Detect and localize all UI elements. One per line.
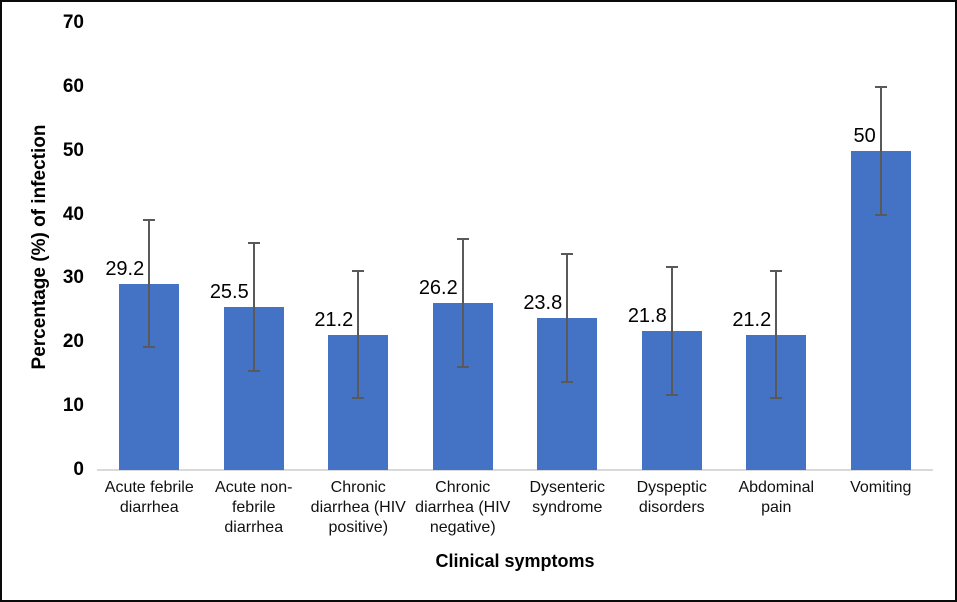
y-tick-label: 60: [62, 75, 84, 97]
error-bar-cap-top: [456, 237, 469, 240]
error-bar: [566, 254, 569, 382]
error-bar: [879, 86, 882, 215]
error-bar: [148, 219, 151, 348]
data-label: 50: [853, 124, 876, 147]
error-bar-cap-top: [352, 269, 365, 272]
error-bar-cap-top: [874, 85, 887, 88]
error-bar: [461, 238, 464, 367]
data-label: 26.2: [418, 276, 458, 299]
error-bar: [670, 266, 673, 395]
y-tick-label: 70: [62, 12, 84, 33]
category-label: Chronic diarrhea (HIV negative): [415, 479, 511, 536]
error-bar-cap-top: [770, 269, 783, 272]
x-axis-title: Clinical symptoms: [435, 551, 595, 571]
error-bar-cap-top: [561, 253, 574, 256]
error-bar: [775, 270, 778, 399]
error-bar-cap-top: [143, 218, 156, 221]
y-tick-label: 50: [62, 139, 84, 161]
data-label: 25.5: [209, 281, 249, 304]
error-bar-cap-bottom: [770, 397, 783, 400]
data-label: 21.8: [627, 304, 667, 327]
data-label: 21.2: [732, 308, 772, 331]
y-tick-label: 20: [62, 331, 84, 353]
category-label: Vomiting: [850, 479, 912, 496]
category-label: Dyspeptic disorders: [636, 479, 707, 516]
category-label: Dysenteric syndrome: [529, 479, 606, 516]
category-label: Chronic diarrhea (HIV positive): [310, 479, 406, 536]
category-label: Abdominal pain: [738, 479, 815, 516]
x-axis-line: [97, 469, 933, 471]
y-tick-label: 40: [62, 203, 84, 225]
y-tick-label: 30: [62, 267, 84, 289]
error-bar: [252, 243, 255, 371]
data-label: 23.8: [523, 292, 563, 315]
data-label: 21.2: [314, 308, 354, 331]
error-bar-cap-bottom: [665, 393, 678, 396]
error-bar: [357, 270, 360, 399]
y-tick-label: 10: [62, 395, 84, 417]
y-tick-label: 0: [73, 459, 84, 480]
error-bar-cap-bottom: [456, 365, 469, 368]
error-bar-cap-bottom: [561, 380, 574, 383]
category-label: Acute non- febrile diarrhea: [215, 479, 293, 536]
error-bar-cap-bottom: [874, 213, 887, 216]
category-label: Acute febrile diarrhea: [104, 479, 194, 516]
error-bar-cap-bottom: [143, 346, 156, 349]
error-bar-cap-bottom: [352, 397, 365, 400]
data-label: 29.2: [105, 257, 145, 280]
error-bar-cap-top: [247, 242, 260, 245]
error-bar-cap-top: [665, 265, 678, 268]
error-bar-cap-bottom: [247, 370, 260, 373]
